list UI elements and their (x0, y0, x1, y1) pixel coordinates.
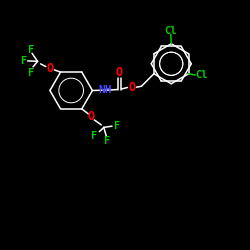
Text: F: F (20, 56, 26, 66)
Text: O: O (128, 81, 136, 94)
Text: F: F (113, 121, 119, 131)
Text: O: O (116, 66, 123, 80)
Text: O: O (46, 62, 54, 75)
Text: F: F (27, 45, 33, 55)
Text: Cl: Cl (195, 70, 207, 80)
Text: O: O (88, 110, 95, 124)
Text: F: F (90, 131, 96, 141)
Text: F: F (103, 136, 110, 146)
Text: Cl: Cl (164, 26, 177, 36)
Text: NH: NH (98, 85, 112, 95)
Text: F: F (27, 68, 33, 78)
